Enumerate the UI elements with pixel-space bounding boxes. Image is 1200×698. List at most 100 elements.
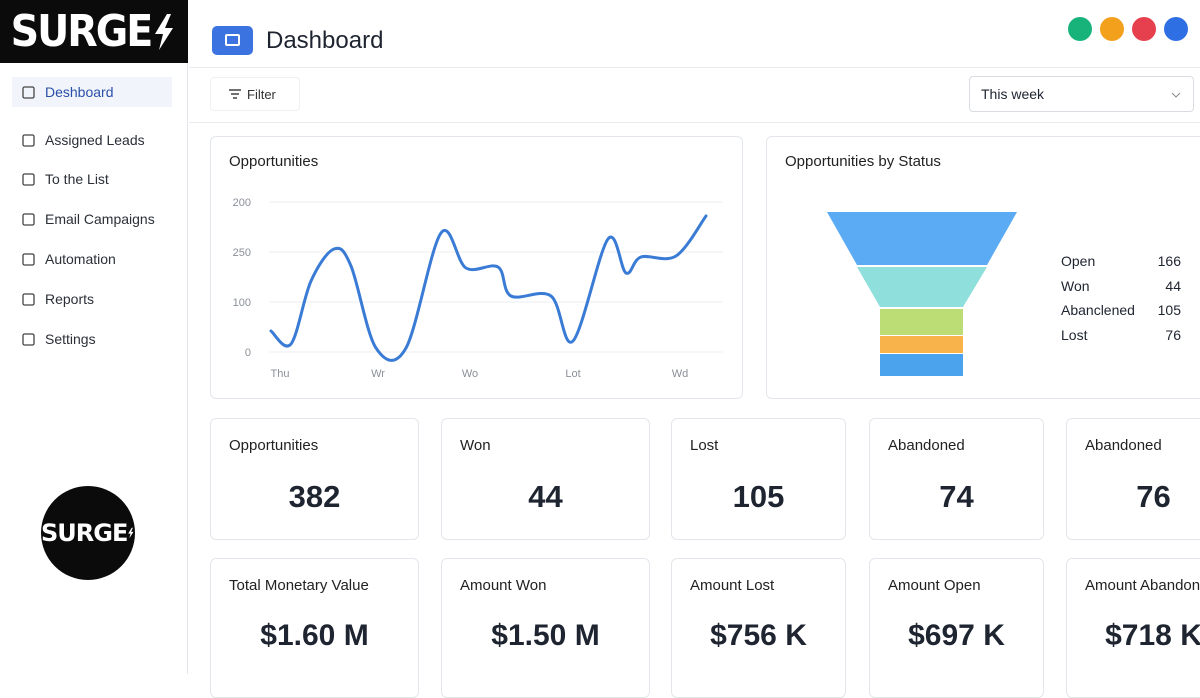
legend-value: 76 — [1165, 326, 1181, 343]
line — [269, 214, 708, 362]
stat-card: Won 44 — [441, 418, 650, 540]
flag-icon[interactable] — [1132, 17, 1156, 41]
nav-icon — [22, 85, 35, 99]
x-tick-label: Wr — [371, 368, 385, 380]
stat-card: Opportunities 382 — [210, 418, 419, 540]
bolt-icon — [155, 13, 174, 50]
nav-icon — [22, 252, 35, 266]
brand-text: SURGE — [41, 519, 128, 547]
stat-card: Abandoned 74 — [869, 418, 1044, 540]
period-select[interactable]: This week — [969, 76, 1194, 112]
stat-value: 76 — [1136, 479, 1171, 514]
nav-label: To the List — [45, 171, 109, 187]
funnel-card: Opportunities by Status Open 166 Won 44 Aban… — [766, 136, 1200, 399]
nav-item[interactable]: Reports — [12, 284, 172, 314]
stat-value: $756 K — [710, 619, 807, 652]
nav-icon — [22, 292, 35, 306]
filter-label: Filter — [247, 86, 276, 102]
chart-title: Opportunities — [229, 153, 319, 170]
nav-item[interactable]: Settings — [12, 324, 172, 354]
chevron — [1171, 92, 1181, 98]
legend-value: 166 — [1157, 253, 1181, 269]
x-tick-label: Wo — [462, 368, 478, 380]
funnel-band — [827, 212, 1017, 265]
y-tick-label: 200 — [233, 197, 251, 209]
filter-icon — [229, 89, 241, 99]
page-title: Dashboard — [266, 27, 384, 54]
x-tick-label: Lot — [565, 368, 580, 380]
y-tick-label: 100 — [233, 297, 251, 309]
stat-value: $1.60 M — [260, 619, 369, 652]
stat-card: Amount Won $1.50 M — [441, 558, 650, 698]
stat-value: $718 K — [1105, 619, 1200, 652]
nav-label: Deshboard — [45, 84, 114, 100]
x-tick-label: Wd — [672, 368, 689, 380]
filter-bar — [189, 67, 1200, 123]
stat-value: $697 K — [908, 619, 1005, 652]
y-tick-label: 250 — [233, 247, 251, 259]
bolt-icon — [128, 527, 134, 539]
funnel-band — [857, 267, 987, 307]
stat-value: 44 — [528, 479, 563, 514]
stat-value: 74 — [939, 479, 974, 514]
funnel — [827, 212, 1017, 376]
nav-label: Settings — [45, 331, 96, 347]
nav-item[interactable]: Email Campaigns — [12, 204, 172, 234]
filter-button[interactable]: Filter — [210, 77, 300, 111]
notification-icon[interactable] — [1100, 17, 1124, 41]
stat-label: Won — [460, 437, 491, 454]
nav-item[interactable]: To the List — [12, 164, 172, 194]
stat-label: Abandoned — [888, 437, 965, 454]
stat-card: Total Monetary Value $1.60 M — [210, 558, 419, 698]
nav-label: Automation — [45, 251, 116, 267]
nav-item[interactable]: Automation — [12, 244, 172, 274]
legend-label: Won — [1061, 277, 1090, 294]
nav-item[interactable]: Deshboard — [12, 77, 172, 107]
line-chart: 0 100 250 200 Thu Wr Wo Lot Wd — [233, 197, 723, 380]
period-value: This week — [981, 86, 1045, 102]
stat-value: $1.50 M — [491, 619, 600, 652]
brand-text: SURGE — [10, 6, 154, 57]
funnel-band — [880, 309, 963, 335]
x-tick-label: Thu — [271, 368, 290, 380]
funnel-band — [880, 336, 963, 353]
stat-card: Amount Open $697 K — [869, 558, 1044, 698]
stat-label: Total Monetary Value — [229, 577, 369, 594]
nav-icon — [22, 332, 35, 346]
stat-card: Amount Abandoned $718 K — [1066, 558, 1200, 698]
nav-label: Email Campaigns — [45, 211, 155, 227]
nav-icon — [22, 172, 35, 186]
nav-item[interactable]: Assigned Leads — [12, 125, 172, 155]
legend-value: 44 — [1165, 277, 1181, 294]
legend-label: Abanclened — [1061, 302, 1135, 318]
stat-value: 382 — [288, 479, 341, 514]
stat-label: Abandoned — [1085, 437, 1162, 454]
funnel-title: Opportunities by Status — [785, 153, 941, 170]
brand-badge: SURGE — [41, 486, 135, 580]
dashboard-icon — [212, 26, 253, 55]
stat-label: Amount Won — [460, 577, 547, 594]
nav-icon — [22, 133, 35, 147]
stat-label: Opportunities — [229, 437, 319, 454]
y-tick-label: 0 — [245, 347, 251, 359]
stat-card: Lost 105 — [671, 418, 846, 540]
stat-label: Amount Lost — [690, 577, 775, 594]
nav-label: Assigned Leads — [45, 132, 145, 148]
stat-label: Lost — [690, 437, 719, 454]
status-icon[interactable] — [1068, 17, 1092, 41]
profile-icon[interactable] — [1164, 17, 1188, 41]
stat-card: Amount Lost $756 K — [671, 558, 846, 698]
sidebar: SURGE SURGE Deshboard Assigned Leads To th… — [0, 0, 188, 674]
funnel-band — [880, 354, 963, 376]
legend-label: Open — [1061, 253, 1096, 269]
nav-icon — [22, 212, 35, 226]
legend-value: 105 — [1157, 302, 1181, 318]
stat-card: Abandoned 76 — [1066, 418, 1200, 540]
nav-label: Reports — [45, 291, 95, 307]
brand-logo[interactable]: SURGE — [0, 0, 188, 63]
stat-label: Amount Abandoned — [1085, 577, 1200, 594]
stat-value: 105 — [732, 479, 785, 514]
legend-label: Lost — [1061, 326, 1088, 343]
stat-label: Amount Open — [888, 577, 981, 594]
